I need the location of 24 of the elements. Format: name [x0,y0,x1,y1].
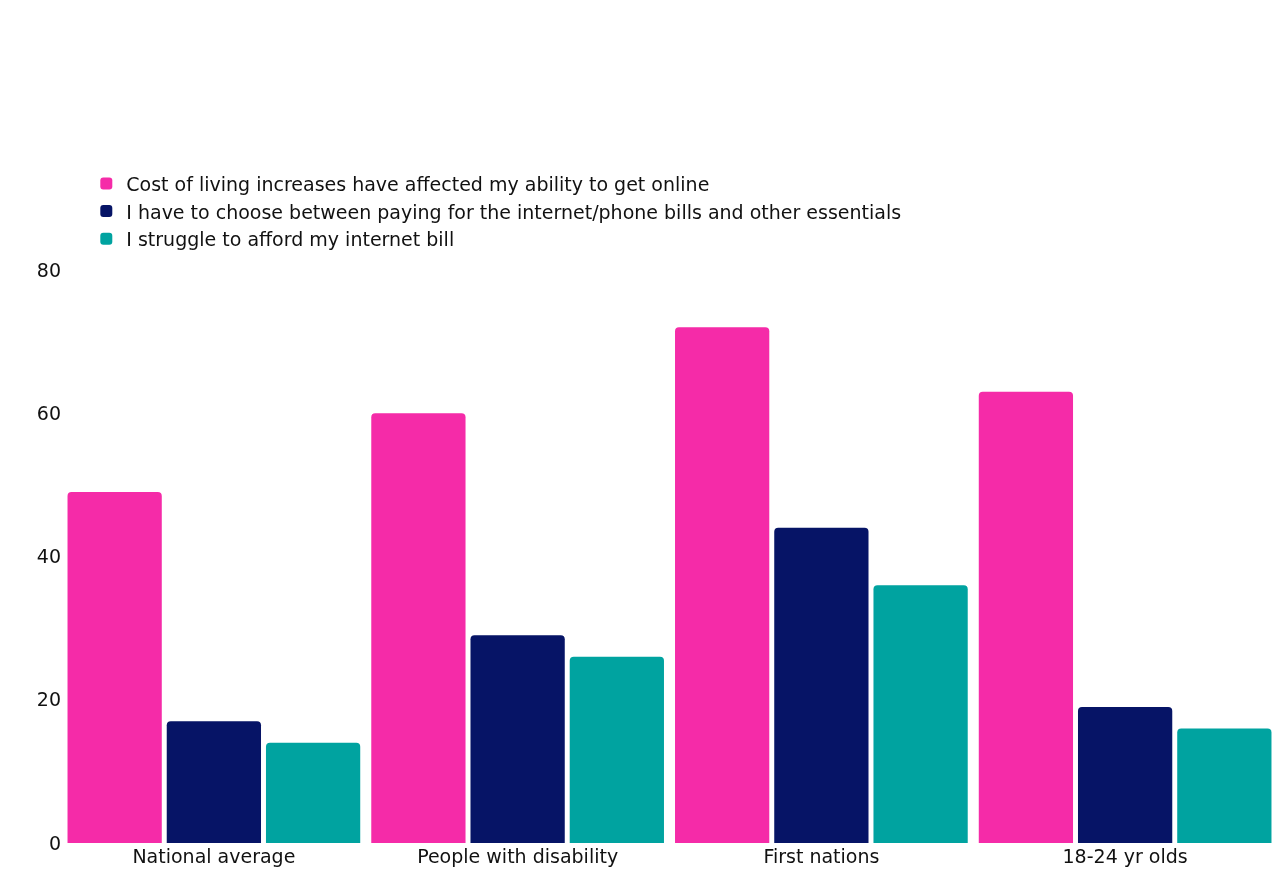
x-tick-label: First nations [763,845,880,867]
bar [470,635,565,843]
bar [67,492,162,843]
bar [265,742,361,843]
legend-label: I have to choose between paying for the internet/phone bills and other essentials [126,200,902,223]
y-tick-label: 0 [48,831,61,854]
x-tick-label: 18-24 yr olds [1062,845,1188,867]
x-tick-label: People with disability [417,845,619,867]
bar [371,413,466,843]
y-tick-label: 40 [36,545,61,568]
bar [675,327,770,843]
bar [569,656,664,843]
bar [978,391,1074,843]
legend-label: I struggle to afford my internet bill [126,228,455,251]
y-tick-label: 20 [36,688,61,711]
bar [166,721,262,843]
bar [1177,728,1272,843]
y-tick-label: 80 [36,258,61,281]
bar [873,585,968,843]
x-tick-label: National average [132,845,296,867]
bar [1077,706,1173,843]
legend-label: Cost of living increases have affected my ability to get online [126,172,710,195]
bar [774,527,869,843]
y-tick-label: 60 [36,401,61,424]
